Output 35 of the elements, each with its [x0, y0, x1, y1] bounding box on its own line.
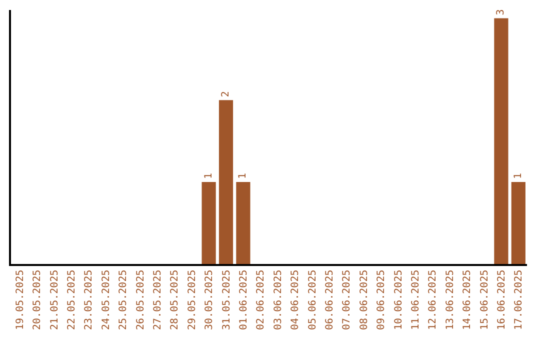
- x-tick-label: 20.05.2025: [32, 270, 44, 330]
- data-label: 1: [512, 173, 524, 180]
- x-tick-label: 05.06.2025: [307, 270, 318, 330]
- x-tick-label: 10.06.2025: [393, 270, 404, 330]
- x-tick-label: 06.06.2025: [324, 270, 336, 330]
- x-tick-label: 17.06.2025: [514, 270, 525, 330]
- data-label: 3: [496, 9, 507, 16]
- x-tick-label: 14.06.2025: [462, 270, 474, 330]
- data-label: 2: [220, 91, 232, 98]
- x-tick-label: 12.06.2025: [428, 270, 439, 330]
- data-label: 1: [203, 173, 214, 180]
- x-tick-label: 22.05.2025: [66, 270, 78, 330]
- x-tick-label: 02.06.2025: [256, 270, 267, 330]
- x-tick-label: 01.06.2025: [238, 270, 250, 330]
- x-tick-label: 03.06.2025: [272, 270, 284, 330]
- x-tick-label: 11.06.2025: [410, 270, 422, 330]
- x-tick-label: 30.05.2025: [204, 270, 216, 330]
- x-tick-label: 07.06.2025: [342, 270, 353, 330]
- x-tick-label: 21.05.2025: [49, 270, 60, 330]
- x-tick-label: 28.05.2025: [170, 270, 181, 330]
- x-tick-label: 04.06.2025: [290, 270, 302, 330]
- x-tick-label: 15.06.2025: [479, 270, 490, 330]
- x-tick-label: 23.05.2025: [84, 270, 95, 330]
- data-label: 1: [238, 173, 249, 180]
- x-tick-label: 24.05.2025: [100, 270, 112, 330]
- x-tick-label: 27.05.2025: [152, 270, 164, 330]
- x-tick-label: 29.05.2025: [186, 270, 198, 330]
- x-tick-label: 31.05.2025: [221, 270, 232, 330]
- x-tick-label: 16.06.2025: [496, 270, 508, 330]
- x-tick-label: 09.06.2025: [376, 270, 388, 330]
- x-tick-label: 19.05.2025: [14, 270, 26, 330]
- x-tick-label: 26.05.2025: [135, 270, 146, 330]
- x-tick-label: 25.05.2025: [118, 270, 130, 330]
- x-tick-label: 08.06.2025: [358, 270, 370, 330]
- x-tick-label: 13.06.2025: [444, 270, 456, 330]
